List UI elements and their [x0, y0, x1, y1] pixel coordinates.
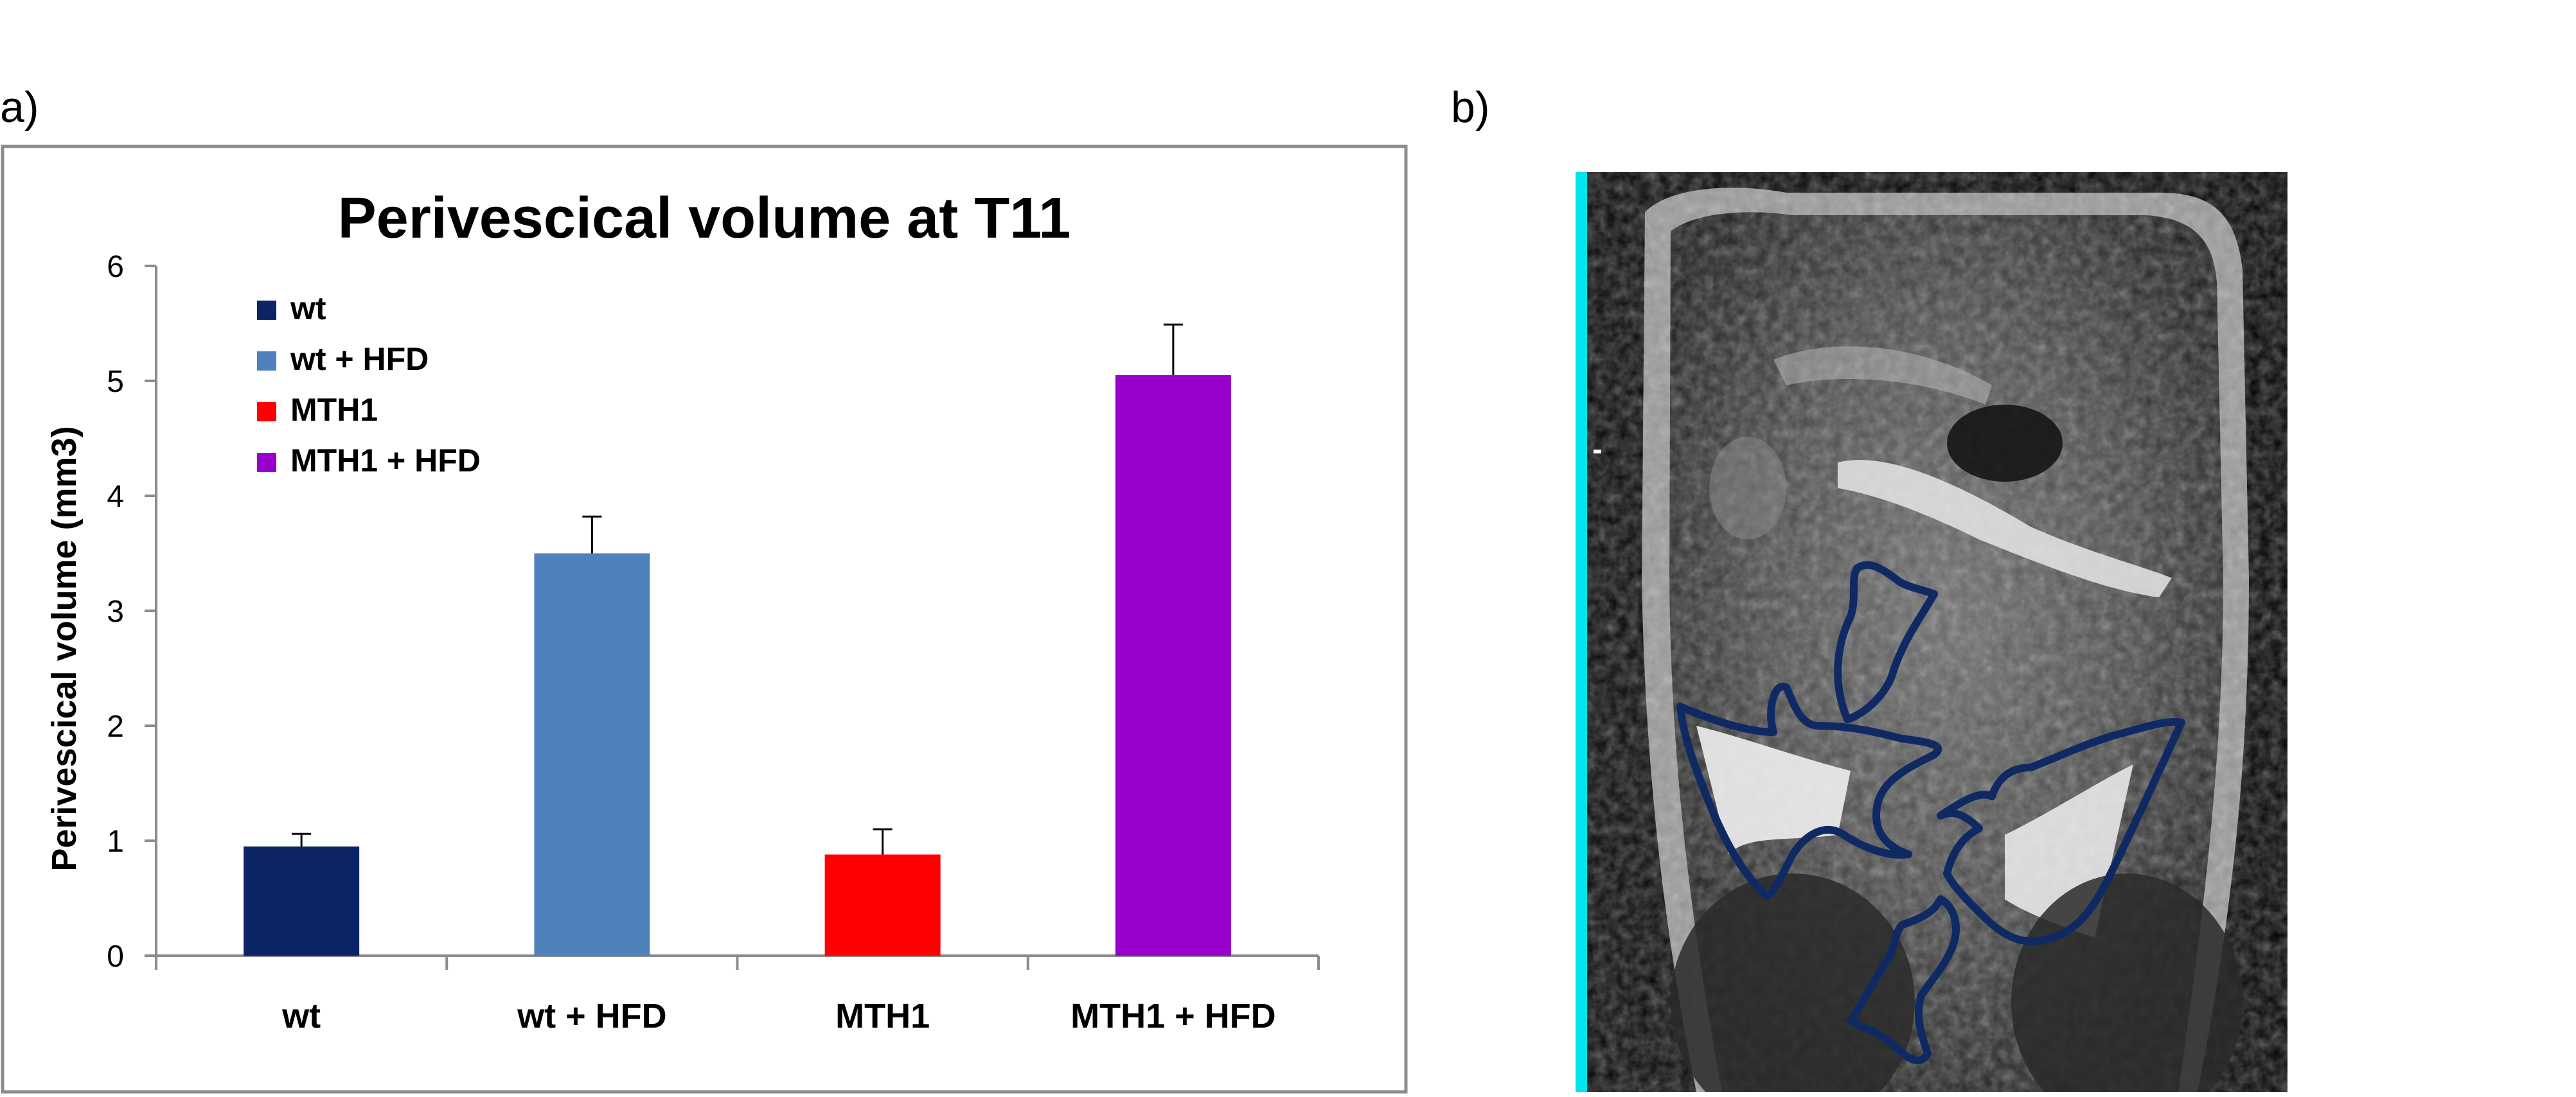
- bar-wt: [244, 846, 360, 956]
- mri-marker: [1594, 450, 1601, 453]
- legend: wt wt + HFD MTH1 MTH1 + HFD: [257, 290, 481, 478]
- x-tick-label: wt: [281, 997, 321, 1035]
- y-tick-label: 3: [107, 595, 124, 629]
- legend-swatch-mth1: [257, 402, 276, 421]
- x-tick-label: wt + HFD: [517, 997, 667, 1035]
- mri-outline-left: [1676, 682, 1942, 900]
- y-tick-label: 1: [107, 825, 124, 859]
- y-tick-label: 2: [107, 710, 124, 744]
- mri-outline-bottom: [1847, 895, 1960, 1064]
- legend-label-wt-hfd: wt + HFD: [290, 341, 429, 377]
- y-tick-label: 4: [107, 480, 124, 514]
- panel-label-a: a): [0, 83, 39, 132]
- x-tick-label: MTH1: [835, 997, 930, 1035]
- legend-label-wt: wt: [290, 290, 326, 326]
- mri-edge-strip: [1576, 172, 1587, 1092]
- bar-mth1: [824, 854, 941, 956]
- y-ticks: 0 1 2 3 4 5 6: [107, 250, 156, 974]
- legend-swatch-wt-hfd: [257, 351, 276, 371]
- x-tick-label: MTH1 + HFD: [1070, 997, 1276, 1035]
- x-ticks: wt wt + HFD MTH1 MTH1 + HFD: [155, 956, 1320, 1035]
- bars: [244, 375, 1231, 956]
- legend-swatch-wt: [257, 301, 276, 320]
- legend-label-mth1: MTH1: [290, 392, 378, 428]
- legend-label-mth1-hfd: MTH1 + HFD: [290, 443, 481, 478]
- y-tick-label: 0: [107, 940, 124, 974]
- error-bars: [292, 323, 1183, 855]
- mri-outline-right: [1937, 718, 2185, 945]
- y-tick-label: 6: [107, 250, 124, 284]
- chart-title: Perivescical volume at T11: [338, 186, 1071, 250]
- bar-mth1-hfd: [1115, 375, 1231, 956]
- mri-outline-upper: [1834, 561, 1938, 723]
- panel-label-b: b): [1451, 83, 1489, 132]
- legend-swatch-mth1-hfd: [257, 453, 276, 472]
- y-tick-label: 5: [107, 365, 124, 399]
- y-axis-label: Perivescical volume (mm3): [45, 426, 84, 871]
- bar-wt-hfd: [534, 553, 650, 956]
- mri-scan-image: [1576, 172, 2287, 1092]
